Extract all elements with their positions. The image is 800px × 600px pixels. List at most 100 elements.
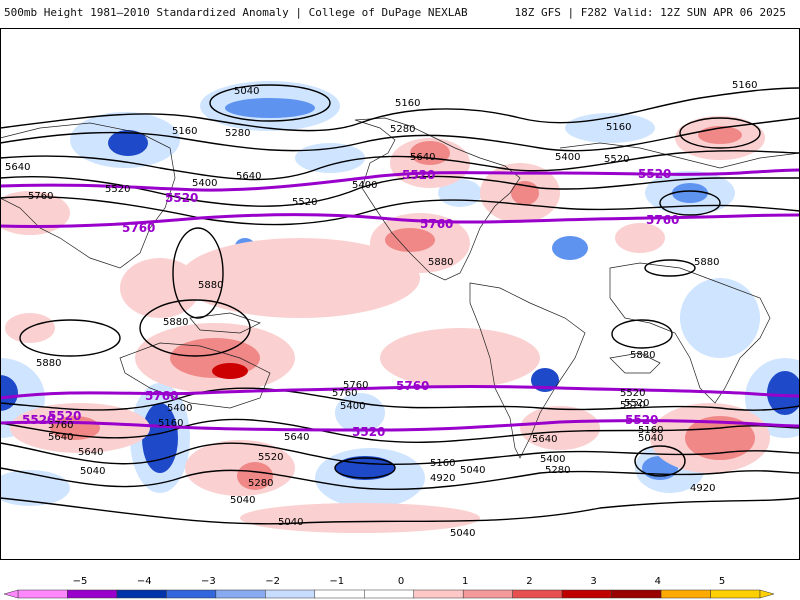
colorbar-segment xyxy=(314,589,365,599)
highlight-label: 5520 xyxy=(22,413,55,427)
colorbar-segment xyxy=(611,589,662,599)
colorbar-tick-label: 3 xyxy=(590,576,596,587)
highlight-label: 5760 xyxy=(396,379,429,393)
contour-label: 5640 xyxy=(5,162,30,173)
colorbar-segment xyxy=(17,589,68,599)
contour-label: 5160 xyxy=(430,458,455,469)
contour-label: 4920 xyxy=(690,483,715,494)
contour-label: 5520 xyxy=(292,197,317,208)
colorbar-tick-label: 2 xyxy=(526,576,532,587)
colorbar-tick-label: −1 xyxy=(329,576,344,587)
colorbar-segment xyxy=(413,589,464,599)
contour-label: 5400 xyxy=(192,178,217,189)
contour-label: 5040 xyxy=(234,86,259,97)
contour-label: 5640 xyxy=(48,432,73,443)
highlight-label: 5760 xyxy=(145,389,178,403)
contour-label: 5640 xyxy=(236,171,261,182)
contour-label: 5160 xyxy=(638,425,663,436)
contour-label: 5280 xyxy=(225,128,250,139)
highlight-label: 5760 xyxy=(420,217,453,231)
height-contours xyxy=(0,84,800,525)
valid-time: 18Z GFS | F282 Valid: 12Z SUN APR 06 202… xyxy=(514,6,786,19)
map-title: 500mb Height 1981–2010 Standardized Anom… xyxy=(4,6,468,19)
contour-label: 5880 xyxy=(36,358,61,369)
contour-label: 5880 xyxy=(198,280,223,291)
contour-label: 5400 xyxy=(340,401,365,412)
contour-label: 5640 xyxy=(78,447,103,458)
colorbar-segment xyxy=(462,589,513,599)
contour-label: 5760 xyxy=(332,388,357,399)
colorbar-tick-label: 4 xyxy=(655,576,661,587)
colorbar-segment xyxy=(710,589,761,599)
contour-label: 5640 xyxy=(284,432,309,443)
contour-label: 5280 xyxy=(390,124,415,135)
highlight-label: 5520 xyxy=(402,168,435,182)
contour-label: 5880 xyxy=(428,257,453,268)
coastlines xyxy=(0,117,800,459)
contour-label: 5520 xyxy=(604,154,629,165)
colorbar-tick-label: −5 xyxy=(73,576,88,587)
contour-label: 5160 xyxy=(732,80,757,91)
colorbar-segment xyxy=(265,589,316,599)
contour-label: 5520 xyxy=(620,400,645,411)
colorbar-segment xyxy=(512,589,563,599)
highlight-label: 5520 xyxy=(638,167,671,181)
contour-label: 5520 xyxy=(620,388,645,399)
header: 500mb Height 1981–2010 Standardized Anom… xyxy=(0,0,800,28)
colorbar-ticks: −5 −4 −3 −2 −1 0 1 2 3 4 5 xyxy=(73,576,726,587)
colorbar-segment xyxy=(215,589,266,599)
colorbar-tick-label: 5 xyxy=(719,576,725,587)
weather-map: 5040 5160 5160 5160 5160 5280 5280 5640 … xyxy=(0,28,800,560)
contour-label: 5880 xyxy=(163,317,188,328)
anomaly-shading xyxy=(0,81,800,533)
contour-label: 5520 xyxy=(624,398,649,409)
colorbar-segment xyxy=(364,589,414,599)
contour-label: 5760 xyxy=(28,191,53,202)
highlight-label: 5760 xyxy=(122,221,155,235)
contour-label: 5400 xyxy=(555,152,580,163)
contour-label: 5760 xyxy=(48,420,73,431)
contour-label: 5040 xyxy=(450,528,475,539)
colorbar-segments xyxy=(3,589,775,599)
contour-label: 5280 xyxy=(248,478,273,489)
colorbar-tick-label: 1 xyxy=(462,576,468,587)
colorbar-segment xyxy=(660,589,711,599)
contour-label: 5880 xyxy=(630,350,655,361)
highlight-label: 5520 xyxy=(352,425,385,439)
contour-label: 5760 xyxy=(343,380,368,391)
colorbar: −5 −4 −3 −2 −1 0 1 2 3 4 5 xyxy=(3,576,775,599)
colorbar-segment xyxy=(67,589,118,599)
contour-label: 5880 xyxy=(694,257,719,268)
contour-label: 5040 xyxy=(80,466,105,477)
contour-label: 5640 xyxy=(532,434,557,445)
contour-label: 5040 xyxy=(230,495,255,506)
contour-label: 5040 xyxy=(460,465,485,476)
colorbar-segment xyxy=(166,589,217,599)
colorbar-tick-label: −4 xyxy=(137,576,152,587)
colorbar-tick-label: 0 xyxy=(398,576,404,587)
highlight-label: 5520 xyxy=(48,409,81,423)
highlight-label: 5760 xyxy=(646,213,679,227)
contour-label: 5160 xyxy=(606,122,631,133)
colorbar-high-arrow xyxy=(759,589,775,599)
highlight-contours xyxy=(0,168,800,432)
contour-label: 4920 xyxy=(430,473,455,484)
contour-labels: 5040 5160 5160 5160 5160 5280 5280 5640 … xyxy=(5,80,757,539)
contour-label: 5520 xyxy=(105,184,130,195)
contour-label: 5040 xyxy=(278,517,303,528)
colorbar-segment xyxy=(561,589,612,599)
highlight-label: 5520 xyxy=(625,413,658,427)
highlight-labels: 5520 5520 5520 5520 5760 5760 5760 5760 … xyxy=(22,167,679,439)
contour-label: 5520 xyxy=(258,452,283,463)
contour-label: 5400 xyxy=(540,454,565,465)
contour-label: 5160 xyxy=(158,418,183,429)
colorbar-low-arrow xyxy=(3,589,19,599)
colorbar-tick-label: −2 xyxy=(265,576,280,587)
contour-label: 5400 xyxy=(352,180,377,191)
contour-label: 5280 xyxy=(545,465,570,476)
contour-label: 5160 xyxy=(395,98,420,109)
contour-label: 5040 xyxy=(638,433,663,444)
contour-label: 5160 xyxy=(172,126,197,137)
contour-label: 5640 xyxy=(410,152,435,163)
colorbar-tick-label: −3 xyxy=(201,576,216,587)
